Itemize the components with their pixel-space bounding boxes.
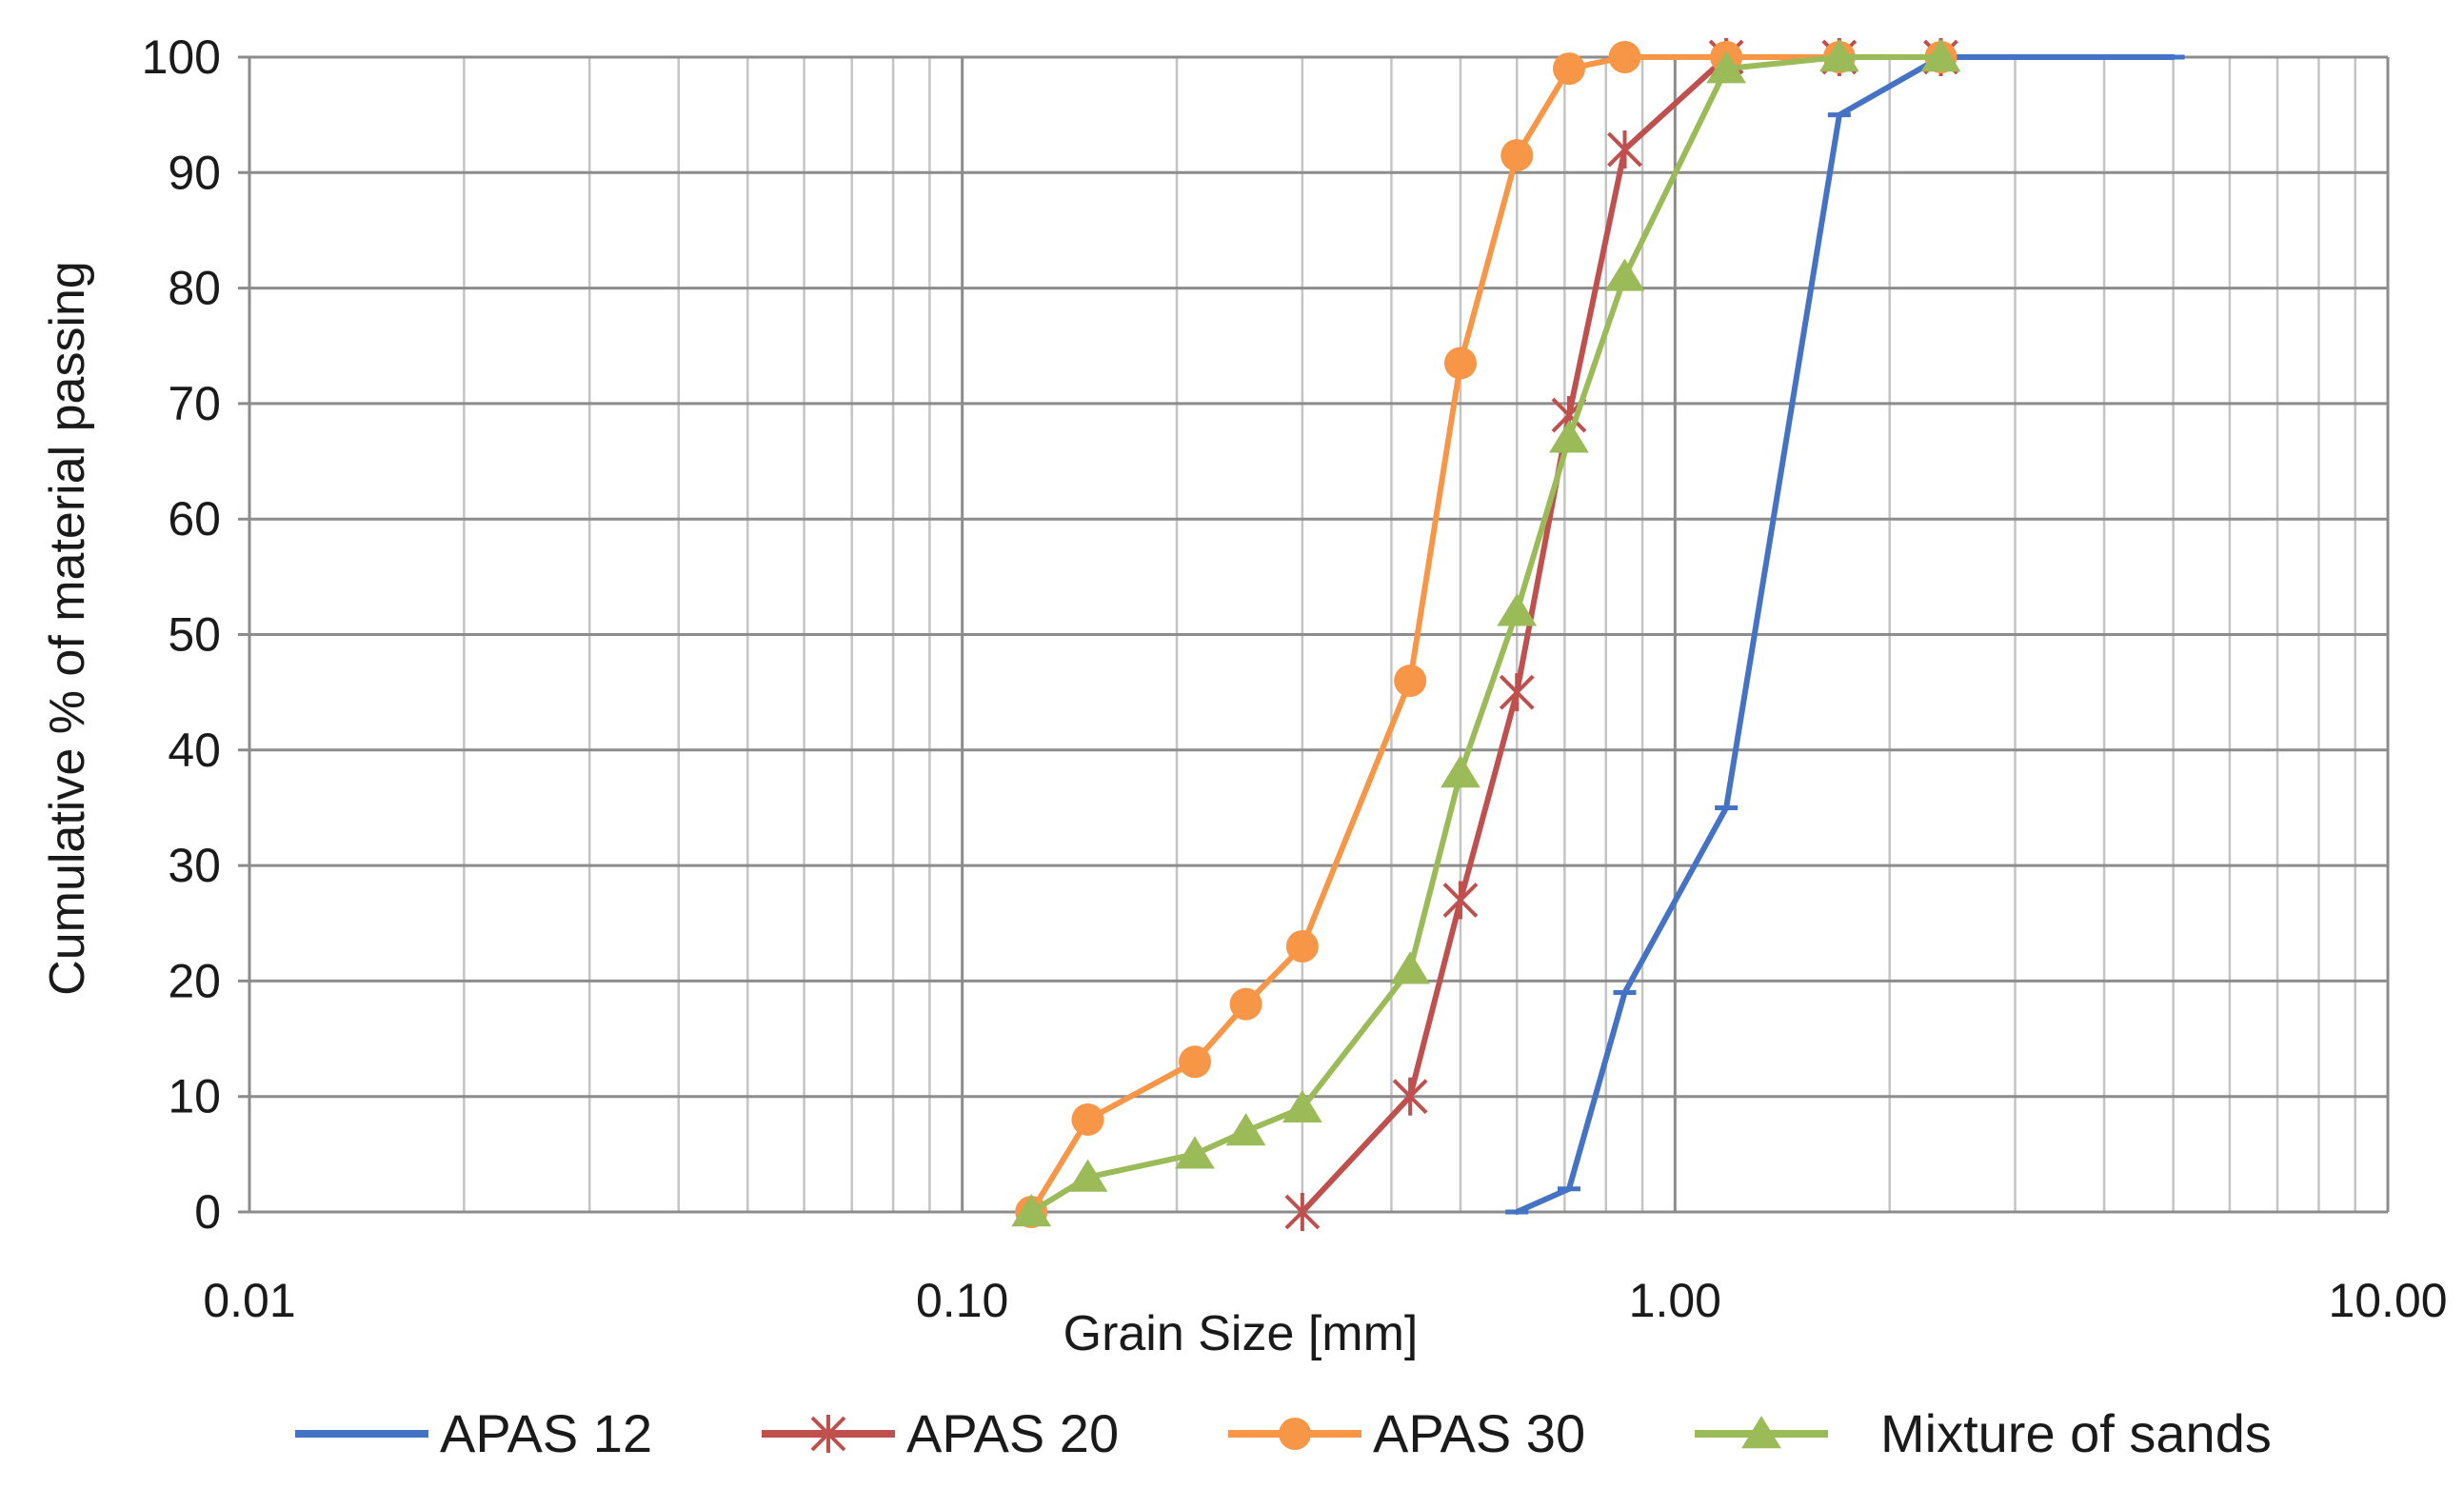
tick-labels: 0 10 20 30 40 50 60 70 80 90 100 0.01 0.10 1.00 10.00 — [142, 30, 2448, 1327]
data-point — [1442, 881, 1479, 920]
y-tick-label: 40 — [168, 724, 221, 777]
data-point — [1497, 593, 1538, 626]
y-tick-label: 50 — [168, 608, 221, 662]
x-axis-title: Grain Size [mm] — [1063, 1306, 1419, 1361]
data-point — [1500, 139, 1534, 172]
x-tick-label: 0.01 — [203, 1274, 295, 1327]
data-point — [1229, 987, 1262, 1021]
data-point — [1607, 130, 1642, 169]
data-point — [1499, 673, 1535, 712]
legend-label: Mixture of sands — [1880, 1403, 2272, 1463]
y-tick-label: 60 — [168, 492, 221, 546]
legend-swatch-marker — [1741, 1416, 1781, 1449]
data-point — [1178, 1045, 1211, 1079]
data-point — [1920, 39, 1961, 72]
data-point — [1175, 1136, 1215, 1169]
legend-swatch-marker — [1279, 1418, 1311, 1450]
data-point — [1390, 951, 1431, 984]
legend-label: APAS 30 — [1373, 1403, 1585, 1463]
series-layer — [1011, 38, 2185, 1231]
data-point — [1071, 1102, 1104, 1136]
legend-swatch-marker — [810, 1415, 846, 1453]
legend-item: Mixture of sands — [1695, 1403, 2272, 1463]
series-mixture-of-sands — [1011, 39, 1961, 1227]
data-point — [1552, 52, 1585, 86]
data-point — [1392, 1077, 1428, 1116]
y-tick-label: 100 — [142, 30, 221, 84]
y-tick-label: 10 — [168, 1070, 221, 1123]
data-point — [1067, 1159, 1108, 1192]
y-tick-label: 20 — [168, 954, 221, 1007]
y-tick-label: 0 — [194, 1185, 221, 1239]
data-point — [1285, 930, 1319, 963]
data-point — [1706, 50, 1747, 84]
x-tick-label: 0.10 — [916, 1274, 1008, 1327]
data-point — [1608, 41, 1641, 73]
data-point — [1011, 1194, 1052, 1227]
data-point — [1394, 665, 1427, 698]
data-point — [1443, 347, 1477, 380]
y-axis-title: Cumulative % of material passing — [40, 261, 95, 996]
y-tick-label: 30 — [168, 839, 221, 892]
data-point — [1282, 1089, 1322, 1123]
data-point — [1549, 420, 1589, 453]
y-tick-label: 90 — [168, 146, 221, 199]
legend-label: APAS 12 — [440, 1403, 652, 1463]
legend-item: APAS 30 — [1228, 1403, 1585, 1463]
legend-label: APAS 20 — [906, 1403, 1119, 1463]
legend-item: APAS 12 — [295, 1403, 652, 1463]
data-point — [1225, 1113, 1266, 1146]
y-tick-label: 70 — [168, 377, 221, 430]
y-tick-label: 80 — [168, 262, 221, 315]
x-tick-label: 10.00 — [2328, 1274, 2447, 1327]
x-tick-label: 1.00 — [1629, 1274, 1721, 1327]
data-point — [1441, 755, 1480, 788]
data-point — [1604, 258, 1645, 291]
legend-item: APAS 20 — [762, 1403, 1119, 1463]
data-point — [1818, 39, 1859, 72]
data-point — [1284, 1193, 1321, 1231]
legend: APAS 12 APAS 20 APAS 30 Mixture of sands — [295, 1403, 2272, 1463]
